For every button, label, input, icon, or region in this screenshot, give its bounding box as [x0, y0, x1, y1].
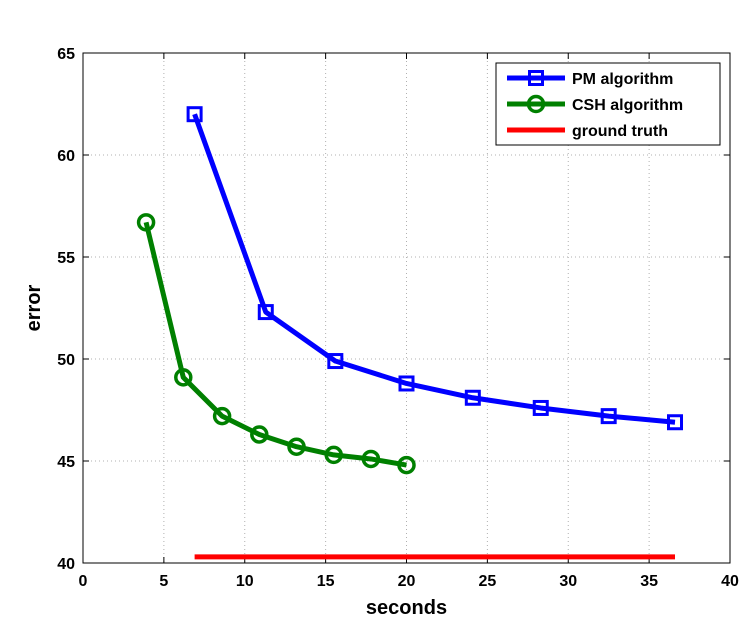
- csh-algorithm-point: [397, 455, 416, 475]
- pm-algorithm-point: [532, 399, 549, 416]
- y-tick-label: 50: [57, 352, 75, 369]
- legend-label: ground truth: [572, 123, 668, 140]
- legend-item-pm-algorithm: PM algorithm: [507, 70, 673, 88]
- x-tick-label: 10: [236, 573, 254, 590]
- csh-algorithm-point: [361, 449, 381, 469]
- pm-algorithm-point: [327, 353, 344, 370]
- legend-label: CSH algorithm: [572, 97, 683, 114]
- y-tick-label: 40: [57, 556, 75, 573]
- y-tick-label: 45: [57, 454, 75, 471]
- legend-marker: [526, 94, 546, 114]
- pm-algorithm-point: [398, 375, 415, 392]
- csh-algorithm-point: [324, 445, 343, 465]
- legend: PM algorithm CSH algorithm ground truth: [495, 62, 721, 146]
- y-axis-label: error: [23, 284, 45, 331]
- x-tick-label: 15: [317, 573, 335, 590]
- legend-item-csh-algorithm: CSH algorithm: [507, 94, 683, 114]
- csh-algorithm-point: [287, 437, 306, 456]
- legend-marker: [528, 70, 544, 86]
- csh-algorithm-point: [174, 368, 193, 387]
- x-tick-label: 35: [640, 573, 658, 590]
- series-pm-algorithm: [186, 106, 684, 431]
- csh-algorithm-point: [212, 406, 232, 426]
- x-tick-label: 0: [79, 573, 88, 590]
- y-tick-label: 65: [57, 46, 75, 63]
- csh-algorithm-line: [143, 221, 407, 468]
- pm-algorithm-line: [192, 113, 676, 425]
- y-tick-label: 60: [57, 148, 75, 165]
- pm-algorithm-point: [464, 389, 481, 406]
- x-tick-label: 25: [478, 573, 496, 590]
- x-tick-label: 40: [721, 573, 739, 590]
- pm-algorithm-point: [257, 304, 274, 321]
- axis-ticks: 0 5 10 15 20 25 30 35 40 40 45 50 55 60 65: [57, 46, 739, 590]
- legend-label: PM algorithm: [572, 71, 673, 88]
- pm-algorithm-point: [186, 106, 203, 123]
- series-csh-algorithm: [136, 213, 416, 475]
- series: [136, 106, 684, 560]
- y-tick-label: 55: [57, 250, 75, 267]
- csh-algorithm-point: [136, 213, 156, 232]
- x-tick-label: 30: [559, 573, 577, 590]
- pm-algorithm-point: [600, 408, 617, 425]
- x-tick-label: 20: [398, 573, 416, 590]
- pm-algorithm-point: [667, 414, 684, 431]
- x-tick-label: 5: [159, 573, 168, 590]
- x-axis-label: seconds: [366, 597, 447, 619]
- legend-item-ground-truth: ground truth: [507, 123, 668, 140]
- csh-algorithm-point: [250, 425, 269, 444]
